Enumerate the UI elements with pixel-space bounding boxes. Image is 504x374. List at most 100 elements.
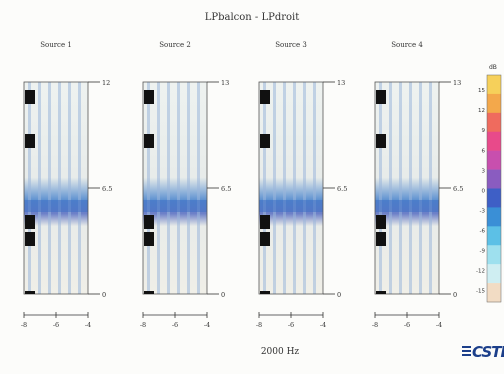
heatmap-stripe [78,82,81,294]
source-marker [25,90,35,104]
colorbar-swatch [487,131,501,151]
y-tick-label: 13 [337,79,345,87]
x-tick-label: -4 [436,321,442,329]
source-marker [260,90,270,104]
x-tick-label: -6 [172,321,178,329]
x-tick-label: -8 [256,321,262,329]
panel-title: Source 3 [275,41,307,49]
colorbar-swatch [487,188,501,208]
heatmap-stripe [399,82,402,294]
heatmap-stripe [283,82,286,294]
logo-bars-icon [462,346,471,358]
colorbar-tick-label: -9 [480,249,486,255]
heatmap-field [375,82,439,294]
colorbar-swatch [487,264,501,284]
heatmap-stripe [263,82,266,294]
y-tick-label: 13 [221,79,229,87]
colorbar-swatch [487,283,501,303]
y-tick-label: 6.5 [337,185,347,193]
heatmap-stripe [48,82,51,294]
brand-logo: CSTB [462,343,504,361]
colorbar-tick-label: 15 [478,88,485,94]
colorbar-swatch [487,75,501,95]
x-tick-label: -8 [372,321,378,329]
x-tick-label: -6 [404,321,410,329]
heatmap-stripe [379,82,382,294]
colorbar-tick-label: 9 [482,128,486,134]
heatmap-stripe [313,82,316,294]
colorbar-swatch [487,93,501,114]
colorbar-swatch [487,169,501,189]
logo-text: CSTB [472,343,504,361]
x-tick-label: -4 [85,321,91,329]
heatmap-stripe [303,82,306,294]
source-marker [25,291,35,294]
low-level-band [24,200,88,212]
source-marker [144,90,154,104]
heatmap-stripe [389,82,392,294]
x-tick-label: -8 [140,321,146,329]
colorbar-tick-label: -6 [480,228,486,234]
colorbar-tick-label: 3 [482,168,486,174]
colorbar-tick-label: -12 [476,269,485,275]
y-tick-label: 6.5 [221,185,231,193]
colorbar-swatch [487,112,501,133]
source-marker [25,134,35,148]
source-marker [376,90,386,104]
x-tick-label: -4 [204,321,210,329]
heatmap-stripe [409,82,412,294]
colorbar-swatch [487,207,501,227]
heatmap-stripe [273,82,276,294]
colorbar-frame [486,74,502,303]
source-marker [376,215,386,229]
heatmap-stripe [293,82,296,294]
colorbar: dB 15 12 9 6 3 0 -3 -6 -9 -12 -15 [476,64,502,303]
heatmap-stripe [197,82,200,294]
colorbar-tick-label: -3 [480,208,486,214]
heatmap-stripe [187,82,190,294]
x-tick-label: -6 [288,321,294,329]
source-marker [260,232,270,246]
y-tick-label: 0 [102,291,106,299]
heatmap-stripe [167,82,170,294]
heatmap-stripe [28,82,31,294]
colorbar-tick-label: 6 [482,148,486,154]
x-tick-label: -8 [21,321,27,329]
heatmap-stripe [38,82,41,294]
source-marker [25,215,35,229]
source-marker [376,134,386,148]
heatmap-field [259,82,323,294]
x-tick-label: -4 [320,321,326,329]
source-marker [260,291,270,294]
colorbar-tick-label: 12 [478,108,485,114]
y-tick-label: 0 [453,291,457,299]
heatmap-stripe [419,82,422,294]
y-tick-label: 0 [221,291,225,299]
panel-title: Source 1 [40,41,72,49]
x-tick-label: -6 [53,321,59,329]
source-marker [144,215,154,229]
y-tick-label: 6.5 [102,185,112,193]
y-tick-label: 12 [102,79,110,87]
panel-4: Source 4 13 6.5 0 -8 -6 -4 [372,41,464,329]
heatmap-field [24,82,88,294]
source-marker [25,232,35,246]
colorbar-tick-label: -15 [476,289,485,295]
heatmap-stripe [68,82,71,294]
low-level-band [259,200,323,212]
chart-title: LPbalcon - LPdroit [205,12,300,23]
colorbar-swatch [487,150,501,170]
source-marker [260,215,270,229]
panel-2: Source 2 13 6.5 0 -8 -6 -4 [140,41,232,329]
footer-frequency-label: 2000 Hz [261,347,300,357]
y-tick-label: 0 [337,291,341,299]
heatmap-stripe [157,82,160,294]
heatmap-stripe [177,82,180,294]
y-tick-label: 13 [453,79,461,87]
source-marker [144,232,154,246]
low-level-band [143,200,207,212]
source-marker [376,291,386,294]
heatmap-field [143,82,207,294]
colorbar-tick-label: 0 [482,188,486,194]
heatmap-stripe [147,82,150,294]
